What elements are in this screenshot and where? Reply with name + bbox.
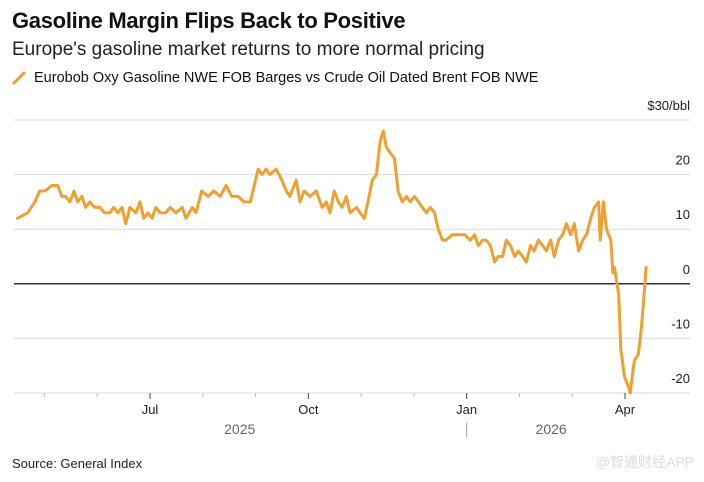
y-tick-label: $30/bbl bbox=[647, 98, 690, 113]
y-tick-label: -20 bbox=[671, 371, 690, 386]
chart-title: Gasoline Margin Flips Back to Positive bbox=[12, 8, 406, 33]
x-tick-label: Jan bbox=[456, 402, 477, 417]
source-note: Source: General Index bbox=[12, 456, 143, 471]
x-tick-label: Apr bbox=[615, 402, 636, 417]
y-axis-labels: $30/bbl 20 10 0 -10 -20 bbox=[647, 98, 690, 386]
x-tick-label: Jul bbox=[142, 402, 159, 417]
y-tick-label: -10 bbox=[671, 316, 690, 331]
year-label: 2026 bbox=[536, 421, 567, 437]
series-line bbox=[16, 129, 648, 395]
series-points bbox=[17, 130, 647, 394]
x-tick-label: Oct bbox=[298, 402, 319, 417]
legend: Eurobob Oxy Gasoline NWE FOB Barges vs C… bbox=[12, 70, 538, 86]
y-tick-label: 0 bbox=[683, 262, 690, 277]
y-tick-label: 20 bbox=[676, 153, 690, 168]
y-tick-label: 10 bbox=[676, 207, 690, 222]
x-axis: Jul Oct Jan Apr 2025 2026 bbox=[43, 393, 636, 437]
legend-line-icon bbox=[12, 71, 26, 85]
year-label: 2025 bbox=[224, 421, 255, 437]
legend-label: Eurobob Oxy Gasoline NWE FOB Barges vs C… bbox=[34, 70, 539, 86]
chart-subtitle: Europe's gasoline market returns to more… bbox=[12, 39, 485, 60]
gridlines bbox=[14, 119, 690, 394]
watermark: @智通财经APP bbox=[595, 454, 694, 470]
